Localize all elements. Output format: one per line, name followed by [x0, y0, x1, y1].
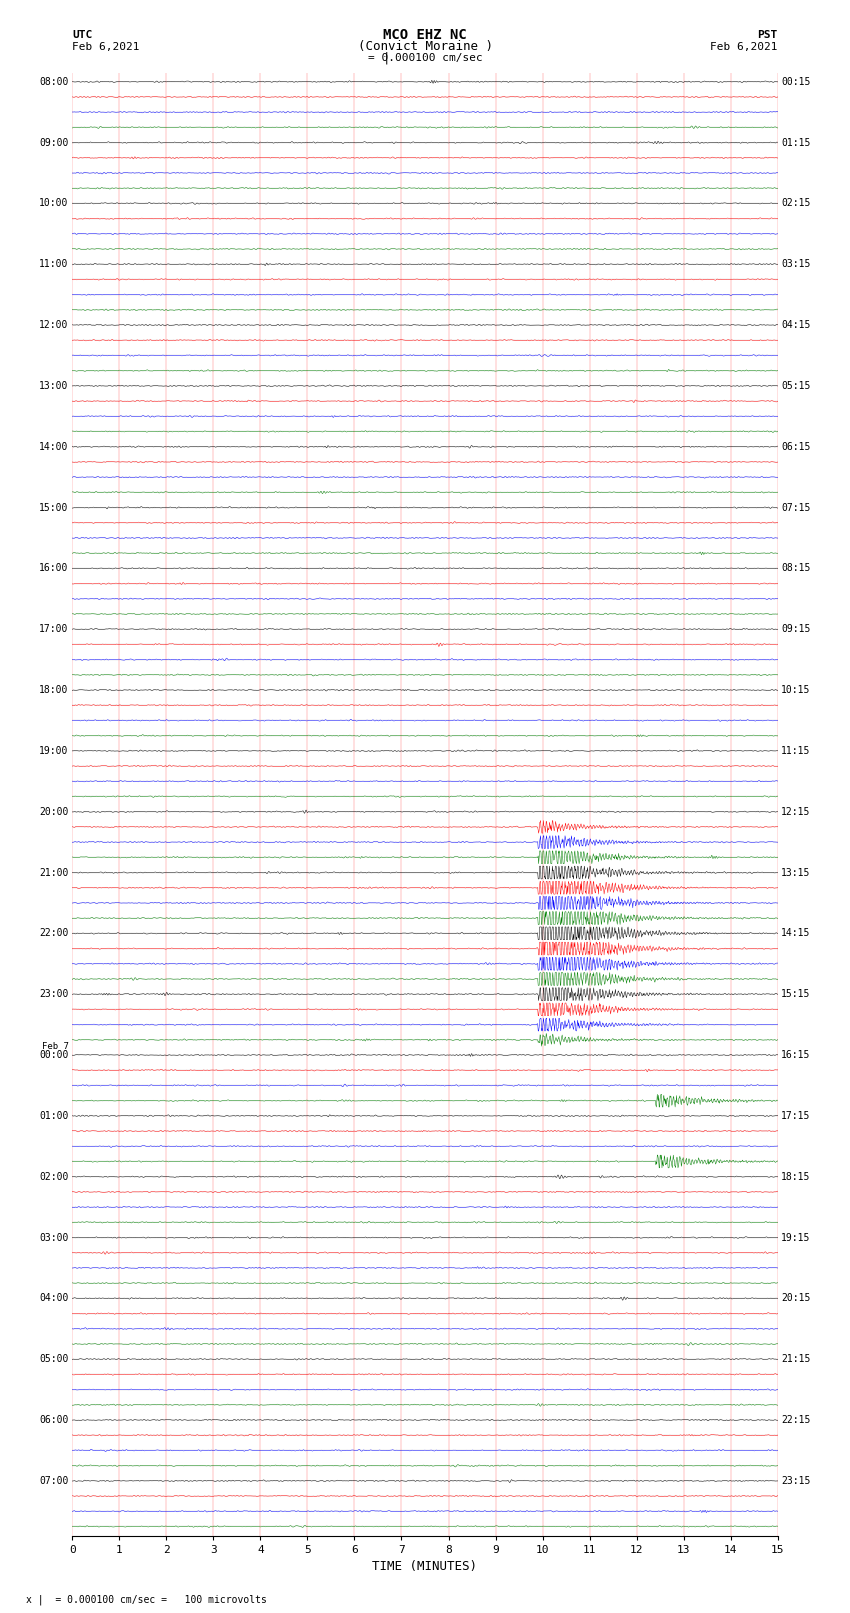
Text: UTC: UTC: [72, 31, 93, 40]
Text: Feb 6,2021: Feb 6,2021: [72, 42, 139, 52]
Text: 10:15: 10:15: [781, 686, 811, 695]
Text: 11:00: 11:00: [39, 260, 69, 269]
Text: 11:15: 11:15: [781, 745, 811, 756]
Text: 00:00: 00:00: [39, 1050, 69, 1060]
X-axis label: TIME (MINUTES): TIME (MINUTES): [372, 1560, 478, 1573]
Text: 21:15: 21:15: [781, 1355, 811, 1365]
Text: 12:15: 12:15: [781, 806, 811, 816]
Text: 23:00: 23:00: [39, 989, 69, 998]
Text: 17:15: 17:15: [781, 1111, 811, 1121]
Text: 05:00: 05:00: [39, 1355, 69, 1365]
Text: 13:15: 13:15: [781, 868, 811, 877]
Text: 04:15: 04:15: [781, 319, 811, 331]
Text: 22:15: 22:15: [781, 1415, 811, 1424]
Text: 14:15: 14:15: [781, 929, 811, 939]
Text: 14:00: 14:00: [39, 442, 69, 452]
Text: 06:15: 06:15: [781, 442, 811, 452]
Text: 19:00: 19:00: [39, 745, 69, 756]
Text: 06:00: 06:00: [39, 1415, 69, 1424]
Text: 03:00: 03:00: [39, 1232, 69, 1242]
Text: 05:15: 05:15: [781, 381, 811, 390]
Text: 01:15: 01:15: [781, 137, 811, 147]
Text: PST: PST: [757, 31, 778, 40]
Text: 12:00: 12:00: [39, 319, 69, 331]
Text: 21:00: 21:00: [39, 868, 69, 877]
Text: 18:15: 18:15: [781, 1171, 811, 1182]
Text: 01:00: 01:00: [39, 1111, 69, 1121]
Text: 17:00: 17:00: [39, 624, 69, 634]
Text: 22:00: 22:00: [39, 929, 69, 939]
Text: |: |: [383, 52, 390, 65]
Text: 02:00: 02:00: [39, 1171, 69, 1182]
Text: 03:15: 03:15: [781, 260, 811, 269]
Text: 02:15: 02:15: [781, 198, 811, 208]
Text: = 0.000100 cm/sec: = 0.000100 cm/sec: [367, 53, 483, 63]
Text: 04:00: 04:00: [39, 1294, 69, 1303]
Text: 15:00: 15:00: [39, 503, 69, 513]
Text: 13:00: 13:00: [39, 381, 69, 390]
Text: MCO EHZ NC: MCO EHZ NC: [383, 29, 467, 42]
Text: Feb 6,2021: Feb 6,2021: [711, 42, 778, 52]
Text: 16:15: 16:15: [781, 1050, 811, 1060]
Text: 07:00: 07:00: [39, 1476, 69, 1486]
Text: 18:00: 18:00: [39, 686, 69, 695]
Text: 08:15: 08:15: [781, 563, 811, 573]
Text: 23:15: 23:15: [781, 1476, 811, 1486]
Text: 20:15: 20:15: [781, 1294, 811, 1303]
Text: 09:15: 09:15: [781, 624, 811, 634]
Text: 15:15: 15:15: [781, 989, 811, 998]
Text: 10:00: 10:00: [39, 198, 69, 208]
Text: 00:15: 00:15: [781, 77, 811, 87]
Text: Feb 7: Feb 7: [42, 1042, 69, 1052]
Text: 19:15: 19:15: [781, 1232, 811, 1242]
Text: 20:00: 20:00: [39, 806, 69, 816]
Text: 08:00: 08:00: [39, 77, 69, 87]
Text: x |  = 0.000100 cm/sec =   100 microvolts: x | = 0.000100 cm/sec = 100 microvolts: [26, 1595, 266, 1605]
Text: 16:00: 16:00: [39, 563, 69, 573]
Text: 07:15: 07:15: [781, 503, 811, 513]
Text: (Convict Moraine ): (Convict Moraine ): [358, 40, 492, 53]
Text: 09:00: 09:00: [39, 137, 69, 147]
